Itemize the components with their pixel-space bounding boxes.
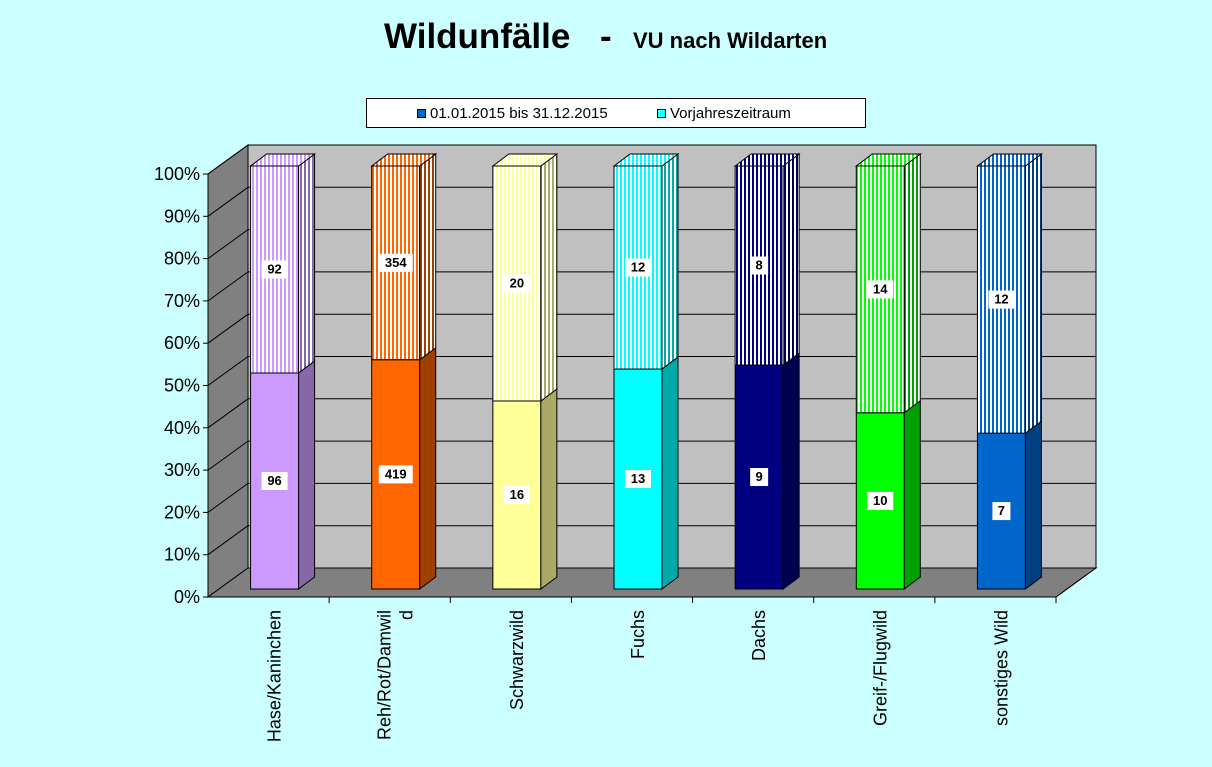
data-label-current-0-bg: [261, 472, 288, 490]
data-label-current-5-bg: [867, 491, 894, 510]
bar-prior-side-0: [298, 153, 316, 374]
data-label-prior-5-bg: [867, 280, 894, 299]
bar-top-1: [370, 153, 438, 167]
data-label-current-3-bg: [625, 470, 651, 489]
bar-top-2: [491, 153, 559, 167]
bar-group-4: 9 8 Dachs: [733, 153, 801, 661]
bar-group-1: 419 354 Reh/Rot/Damwil d: [370, 153, 438, 740]
bar-group-3: 13 12 Fuchs: [612, 153, 680, 659]
y-tick-label: 90%: [164, 206, 200, 226]
data-label-prior-0-bg: [261, 260, 288, 279]
y-tick-label: 60%: [164, 333, 200, 353]
bar-top-5: [854, 153, 922, 167]
gridline-side: [207, 313, 249, 344]
bar-prior-side-3: [661, 153, 679, 371]
data-label-current-5: 10: [873, 493, 887, 508]
chart-title-separator: -: [600, 17, 612, 56]
data-label-prior-4: 8: [756, 258, 763, 273]
data-label-prior-3: 12: [631, 260, 645, 275]
data-label-current-2-bg: [503, 486, 530, 504]
x-category-label-2: Schwarzwild: [507, 610, 527, 710]
bar-group-0: 96 92 Hase/Kaninchen: [249, 153, 317, 742]
data-label-current-1-bg: [378, 465, 413, 484]
bar-prior-side-6: [1024, 153, 1042, 435]
bar-current-side-2: [540, 388, 558, 590]
bar-top-0: [249, 153, 317, 167]
data-label-prior-1-bg: [378, 253, 413, 272]
data-label-current-4: 9: [756, 469, 763, 484]
bar-group-5: 10 14 Greif-/Flugwild: [854, 153, 922, 726]
data-label-prior-1: 354: [385, 255, 407, 270]
legend: 01.01.2015 bis 31.12.2015 Vorjahreszeitr…: [366, 98, 866, 128]
bar-prior-side-2: [540, 153, 558, 402]
y-tick-label: 50%: [164, 376, 200, 396]
data-label-prior-0: 92: [267, 262, 281, 277]
data-label-current-2: 16: [510, 487, 524, 502]
x-category-label-4: Dachs: [749, 610, 769, 661]
bar-current-side-0: [298, 360, 316, 590]
bar-current-side-6: [1024, 420, 1042, 590]
gridline-side: [207, 271, 249, 302]
x-category-label-5: Greif-/Flugwild: [870, 610, 890, 726]
legend-label-series-1: 01.01.2015 bis 31.12.2015: [430, 105, 608, 122]
bar-current-side-5: [903, 399, 921, 590]
data-label-prior-5: 14: [873, 281, 888, 296]
gridline-side: [207, 186, 249, 217]
y-tick-label: 0%: [174, 587, 200, 607]
gridline-side: [207, 144, 249, 175]
data-label-prior-6-bg: [988, 290, 1015, 309]
y-tick-label: 70%: [164, 291, 200, 311]
bar-current-side-3: [661, 356, 679, 590]
bar-top-6: [975, 153, 1043, 167]
bar-prior-side-1: [419, 153, 437, 361]
data-label-prior-4-bg: [750, 256, 769, 275]
legend-label-series-2: Vorjahreszeitraum: [670, 105, 791, 122]
gridline-side: [207, 525, 249, 556]
y-tick-label: 20%: [164, 502, 200, 522]
x-category-label-1: Reh/Rot/Damwil: [375, 610, 395, 740]
gridline-side: [207, 229, 249, 260]
data-label-current-4-bg: [750, 468, 769, 487]
data-label-current-6-bg: [992, 502, 1011, 521]
data-label-prior-3-bg: [625, 258, 651, 277]
bar-current-side-4: [782, 352, 800, 590]
y-tick-label: 80%: [164, 249, 200, 269]
gridline-side: [207, 482, 249, 513]
data-label-prior-6: 12: [994, 292, 1008, 307]
y-tick-label: 40%: [164, 418, 200, 438]
chart-subtitle: VU nach Wildarten: [633, 28, 827, 53]
bar-prior-side-5: [903, 153, 921, 414]
bar-top-3: [612, 153, 680, 167]
data-label-current-6: 7: [998, 503, 1005, 518]
bar-current-side-1: [419, 346, 437, 590]
legend-item-series-2: Vorjahreszeitraum: [657, 105, 791, 122]
bar-group-6: 7 12 sonstiges Wild: [975, 153, 1043, 726]
bar-top-4: [733, 153, 801, 167]
x-category-label-1: d: [397, 610, 417, 620]
y-tick-label: 10%: [164, 545, 200, 565]
legend-swatch-series-2: [657, 109, 666, 118]
data-label-current-3: 13: [631, 471, 645, 486]
gridline-side: [207, 356, 249, 386]
gridline-side: [207, 398, 249, 429]
bar-prior-side-4: [782, 153, 800, 367]
data-label-current-1: 419: [385, 466, 407, 481]
x-category-label-3: Fuchs: [628, 610, 648, 659]
data-label-current-0: 96: [267, 473, 281, 488]
data-label-prior-2-bg: [503, 274, 530, 293]
x-category-label-6: sonstiges Wild: [991, 610, 1011, 726]
bar-group-2: 16 20 Schwarzwild: [491, 153, 559, 710]
legend-item-series-1: 01.01.2015 bis 31.12.2015: [417, 105, 608, 122]
x-category-label-0: Hase/Kaninchen: [265, 610, 285, 742]
data-label-prior-2: 20: [510, 276, 524, 291]
legend-swatch-series-1: [417, 109, 426, 118]
gridline-side: [207, 440, 249, 471]
y-tick-label: 100%: [154, 164, 200, 184]
y-tick-label: 30%: [164, 460, 200, 480]
chart-title: Wildunfälle: [384, 17, 570, 56]
x-axis-end: [1055, 574, 1087, 598]
